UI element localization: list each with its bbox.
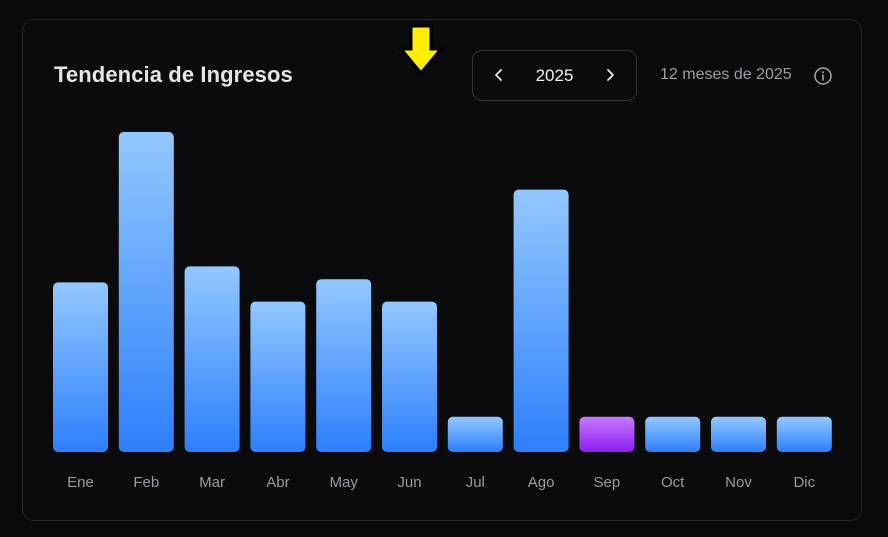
x-tick-label-feb: Feb (133, 474, 159, 491)
x-tick-label-jun: Jun (397, 474, 421, 491)
x-axis-labels: Ene Feb Mar Abr May Jun Jul Ago Sep Oct Nov Dic (67, 474, 815, 491)
year-picker: 2025 (472, 50, 637, 101)
bar-mar[interactable] (184, 266, 240, 452)
bar-jun[interactable] (382, 301, 437, 452)
chevron-right-icon (607, 69, 614, 81)
bars-group (53, 132, 832, 452)
arrow-down-icon (398, 24, 444, 76)
x-tick-label-jul: Jul (466, 474, 485, 491)
bar-ago[interactable] (513, 189, 569, 452)
x-tick-label-nov: Nov (725, 474, 752, 491)
x-tick-label-abr: Abr (266, 474, 289, 491)
x-tick-label-ago: Ago (528, 474, 555, 491)
bar-abr[interactable] (250, 301, 306, 452)
bar-oct[interactable] (645, 416, 701, 452)
chevron-left-icon (495, 69, 502, 81)
bar-sep[interactable] (579, 416, 635, 452)
x-tick-label-may: May (330, 474, 359, 491)
x-tick-label-dic: Dic (793, 474, 815, 491)
next-year-button[interactable] (600, 65, 620, 85)
info-icon[interactable] (813, 66, 833, 86)
bar-jul[interactable] (447, 416, 503, 452)
prev-year-button[interactable] (489, 65, 509, 85)
bar-nov[interactable] (711, 416, 766, 452)
x-tick-label-sep: Sep (594, 474, 621, 491)
period-label: 12 meses de 2025 (660, 66, 792, 83)
x-tick-label-ene: Ene (67, 474, 94, 491)
x-tick-label-oct: Oct (661, 474, 685, 491)
x-tick-label-mar: Mar (199, 474, 225, 491)
bar-may[interactable] (316, 279, 372, 452)
chart-title: Tendencia de Ingresos (54, 62, 293, 87)
year-value: 2025 (535, 66, 574, 85)
bar-dic[interactable] (776, 416, 832, 452)
bar-feb[interactable] (118, 132, 174, 452)
bar-ene[interactable] (53, 282, 108, 452)
